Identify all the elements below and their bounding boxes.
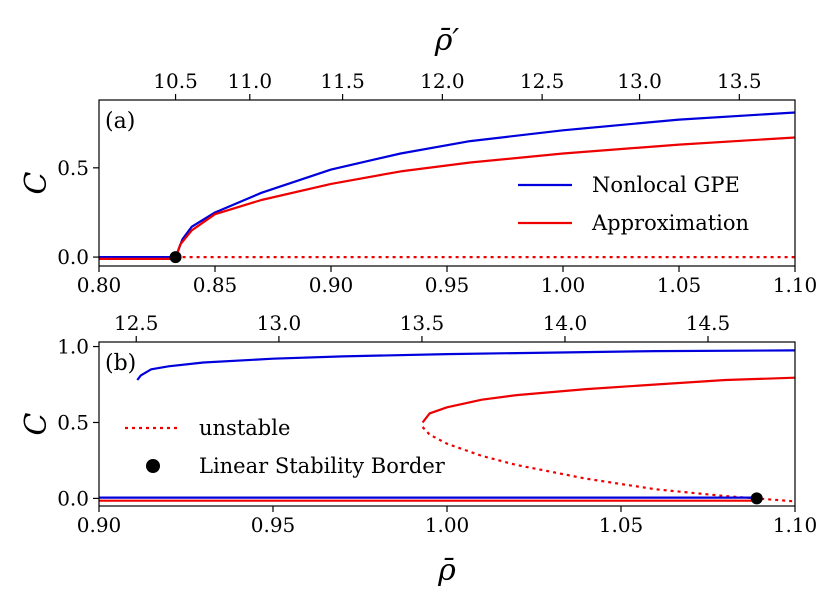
plot-area [99, 349, 795, 503]
y-tick-label: 1.0 [57, 335, 89, 359]
legend: unstable Linear Stability Border [125, 416, 446, 478]
x-tick-label: 0.90 [77, 513, 122, 537]
top-tick-label: 13.5 [717, 69, 762, 93]
top-tick-label: 13.0 [617, 69, 662, 93]
x-axis-label: ρ̄ [437, 553, 456, 588]
y-axis-label: C [19, 412, 54, 435]
top-tick-label: 12.5 [114, 311, 159, 335]
top-axis-label: ρ̄′ [434, 23, 460, 58]
y-tick-label: 0.0 [57, 486, 89, 510]
panel-label: (a) [105, 109, 135, 134]
legend-label: Linear Stability Border [199, 454, 446, 478]
legend-label: Nonlocal GPE [592, 173, 740, 197]
x-tick-label: 0.95 [425, 273, 470, 297]
legend-label: unstable [199, 416, 290, 440]
x-tick-label: 1.10 [773, 273, 818, 297]
stability-marker [750, 492, 763, 505]
panel-label: (b) [105, 351, 136, 376]
x-tick-label: 0.95 [251, 513, 296, 537]
top-tick-label: 10.5 [153, 69, 198, 93]
legend-label: Approximation [591, 211, 749, 235]
top-tick-label: 12.0 [420, 69, 465, 93]
stability-marker [169, 251, 182, 264]
y-tick-label: 0.0 [57, 245, 89, 269]
x-tick-label: 0.85 [193, 273, 238, 297]
y-tick-label: 0.5 [57, 156, 89, 180]
series-line-2 [421, 426, 795, 503]
legend-marker [146, 459, 160, 473]
top-tick-label: 11.5 [320, 69, 365, 93]
top-tick-label: 13.5 [400, 311, 445, 335]
plot-area [99, 111, 795, 260]
x-tick-label: 1.10 [773, 513, 818, 537]
top-tick-label: 12.5 [520, 69, 565, 93]
x-tick-label: 0.90 [309, 273, 354, 297]
x-tick-label: 1.00 [425, 513, 470, 537]
top-tick-label: 14.0 [543, 311, 588, 335]
series-line-1 [421, 376, 795, 424]
x-tick-label: 1.05 [657, 273, 702, 297]
top-tick-label: 14.5 [686, 311, 731, 335]
legend: Nonlocal GPE Approximation [518, 173, 749, 235]
x-tick-label: 1.05 [599, 513, 644, 537]
panel-a: 0.80 0.85 0.90 0.95 1.00 1.05 1.10 0.0 0.5 10.5 11… [19, 23, 817, 297]
top-tick-label: 11.0 [228, 69, 273, 93]
x-tick-label: 1.00 [541, 273, 586, 297]
series-line-1 [99, 136, 795, 260]
top-tick-label: 13.0 [257, 311, 302, 335]
y-axis-label: C [19, 171, 54, 194]
series-line-0 [136, 349, 795, 381]
x-tick-label: 0.80 [77, 273, 122, 297]
panel-b: 0.90 0.95 1.00 1.05 1.10 0.0 0.5 1.0 12.5 13.0 13.… [19, 311, 817, 588]
y-tick-label: 0.5 [57, 410, 89, 434]
